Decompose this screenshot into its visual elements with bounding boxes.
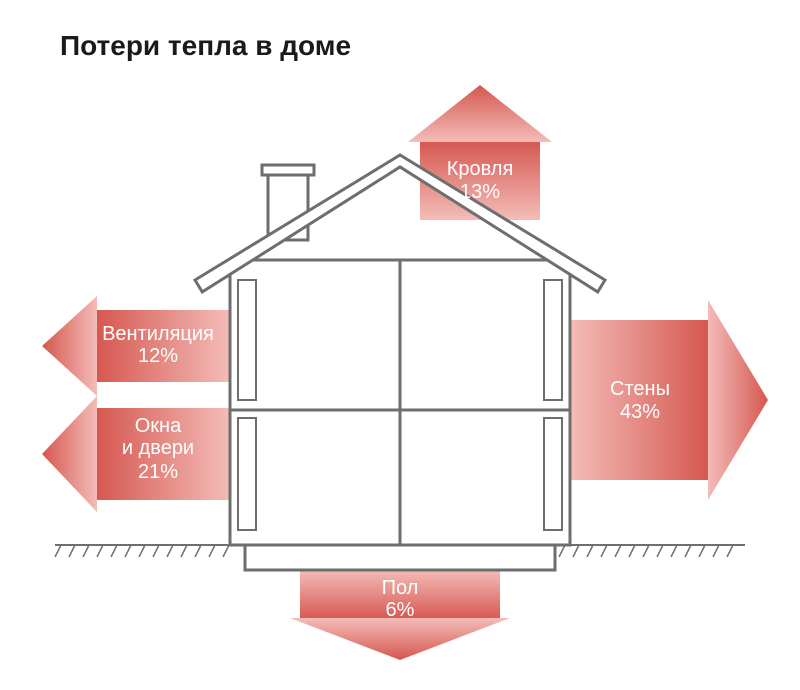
svg-text:Кровля: Кровля (447, 158, 514, 180)
svg-text:12%: 12% (138, 345, 178, 367)
chimney-cap (262, 165, 314, 175)
svg-text:Пол: Пол (382, 577, 419, 599)
svg-text:Вентиляция: Вентиляция (102, 323, 214, 345)
svg-text:Стены: Стены (610, 378, 670, 400)
svg-text:Окна: Окна (135, 415, 182, 437)
svg-text:6%: 6% (386, 599, 415, 621)
house (195, 155, 605, 570)
svg-text:21%: 21% (138, 461, 178, 483)
svg-text:43%: 43% (620, 401, 660, 423)
arrow-ventilation (42, 296, 230, 396)
house-foundation (245, 545, 555, 570)
arrow-walls (570, 300, 768, 500)
heat-loss-diagram: Кровля13% Стены43% Вентиляция12% Окнаи двер… (0, 0, 800, 690)
arrow-label-floor: Пол6% (382, 577, 419, 621)
svg-text:и двери: и двери (122, 437, 194, 459)
svg-text:13%: 13% (460, 181, 500, 203)
